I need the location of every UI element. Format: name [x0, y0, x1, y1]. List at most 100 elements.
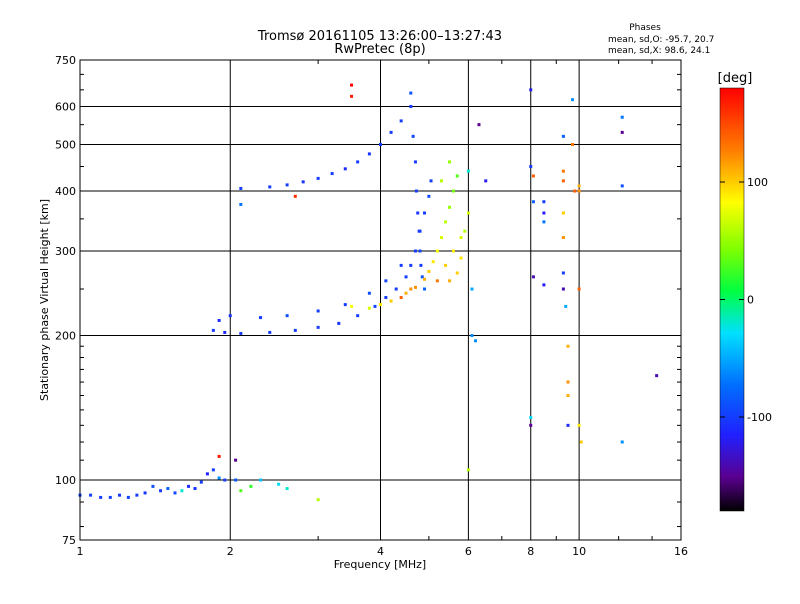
echo-point	[404, 291, 408, 295]
x-axis-label: Frequency [MHz]	[334, 558, 426, 571]
echo-point	[337, 321, 341, 325]
echo-point	[394, 287, 398, 291]
echo-point	[422, 211, 426, 215]
echo-point	[409, 287, 413, 291]
echo-point	[420, 275, 424, 279]
echo-point	[455, 271, 459, 275]
echo-point	[409, 105, 413, 109]
echo-point	[431, 260, 435, 264]
echo-point	[350, 83, 354, 87]
x-tick-label: 8	[527, 545, 534, 558]
echo-point	[529, 415, 533, 419]
echo-point	[473, 339, 477, 343]
echo-point	[561, 236, 565, 240]
echo-point	[259, 478, 263, 482]
echo-point	[389, 299, 393, 303]
echo-point	[285, 314, 289, 318]
plot-frame	[79, 59, 682, 541]
echo-point	[427, 194, 431, 198]
chart-title: Tromsø 20161105 13:26:00–13:27:43	[257, 29, 502, 44]
echo-point	[379, 303, 382, 307]
echo-point	[409, 91, 413, 95]
echo-point	[459, 256, 463, 260]
echo-point	[529, 88, 533, 92]
echo-point	[143, 491, 147, 495]
echo-point	[448, 160, 452, 164]
phase-stats-x: mean, sd,X: 98.6, 24.1	[608, 46, 710, 56]
echo-point	[542, 211, 546, 215]
echo-point	[440, 236, 444, 240]
echo-point	[223, 478, 227, 482]
echo-point	[239, 331, 243, 335]
x-tick-label: 4	[377, 545, 384, 558]
echo-point	[529, 423, 533, 427]
echo-point	[316, 498, 320, 502]
echo-point	[367, 152, 371, 156]
echo-point	[399, 263, 403, 267]
echo-point	[620, 184, 624, 188]
echo-point	[571, 98, 575, 102]
echo-point	[108, 495, 112, 499]
echo-point	[435, 279, 439, 283]
echo-point	[419, 263, 423, 267]
echo-point	[413, 285, 417, 289]
y-axis-label: Stationary phase Virtual Height [km]	[38, 199, 51, 401]
echo-point	[151, 484, 155, 488]
echo-point	[367, 306, 371, 310]
echo-point	[435, 249, 439, 253]
echo-point	[466, 211, 470, 215]
echo-point	[199, 480, 203, 484]
echo-point	[566, 394, 570, 398]
echo-point	[399, 296, 403, 300]
echo-point	[187, 484, 191, 488]
echo-point	[448, 279, 452, 283]
data-points	[78, 83, 659, 502]
echo-point	[413, 160, 417, 164]
echo-point	[379, 143, 382, 147]
echo-point	[444, 220, 448, 224]
echo-point	[316, 325, 320, 329]
y-tick-label: 750	[55, 54, 76, 67]
echo-point	[620, 130, 624, 134]
x-tick-label: 2	[227, 545, 234, 558]
echo-point	[343, 303, 347, 307]
echo-point	[564, 304, 568, 308]
echo-point	[399, 119, 403, 123]
echo-point	[444, 263, 448, 267]
echo-point	[531, 174, 535, 178]
echo-point	[367, 291, 371, 295]
echo-point	[285, 487, 289, 491]
echo-point	[451, 189, 455, 193]
phase-stats-o: mean, sd,O: -95.7, 20.7	[608, 35, 714, 45]
y-axis-ticks: 75 100 200 300 400 500 600 750	[55, 54, 681, 547]
echo-point	[542, 220, 546, 224]
x-tick-label: 16	[674, 545, 688, 558]
echo-point	[259, 316, 263, 320]
echo-point	[542, 283, 546, 287]
echo-point	[440, 179, 444, 183]
echo-point	[418, 229, 422, 233]
echo-point	[89, 493, 93, 497]
echo-point	[384, 296, 388, 300]
echo-point	[531, 275, 535, 279]
echo-point	[234, 458, 238, 462]
echo-point	[404, 275, 408, 279]
echo-point	[166, 487, 170, 491]
echo-point	[422, 277, 426, 281]
echo-point	[577, 287, 581, 291]
echo-point	[211, 468, 215, 472]
echo-point	[448, 205, 452, 209]
echo-point	[411, 134, 415, 138]
echo-point	[293, 328, 297, 332]
echo-point	[239, 489, 243, 493]
echo-point	[470, 287, 474, 291]
echo-point	[459, 236, 463, 240]
echo-point	[577, 189, 581, 193]
echo-point	[566, 344, 570, 348]
echo-point	[571, 143, 575, 147]
echo-point	[529, 164, 533, 168]
echo-point	[566, 380, 570, 384]
echo-point	[427, 269, 431, 273]
echo-point	[350, 94, 354, 98]
